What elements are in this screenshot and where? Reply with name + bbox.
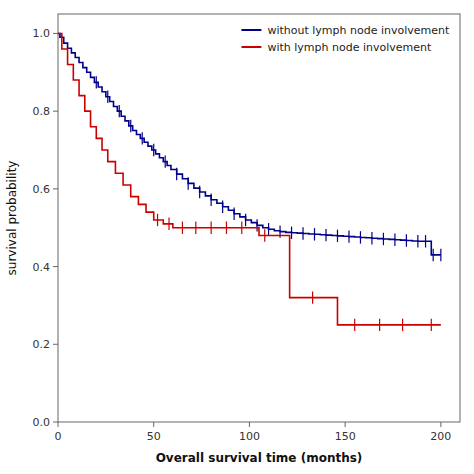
censor-mark [383, 233, 384, 245]
censor-mark [354, 319, 355, 331]
censor-mark [406, 234, 407, 246]
censor-mark [182, 221, 183, 233]
censor-mark [360, 231, 361, 243]
censor-mark [371, 232, 372, 244]
censor-mark [96, 76, 97, 88]
censor-mark [325, 229, 326, 241]
censor-mark [256, 219, 257, 231]
x-tick-label: 150 [335, 430, 356, 443]
censor-mark [195, 221, 196, 233]
censor-mark [157, 214, 158, 226]
survival-curve [58, 33, 441, 324]
censor-mark [425, 235, 426, 247]
y-tick-label: 0.2 [33, 338, 51, 351]
x-tick [58, 422, 59, 427]
censor-mark [119, 105, 120, 117]
censor-mark [291, 227, 292, 239]
censor-mark [314, 228, 315, 240]
y-tick-label: 0.8 [33, 105, 51, 118]
censor-mark [153, 144, 154, 156]
y-tick [53, 111, 58, 112]
x-tick-label: 0 [55, 430, 62, 443]
censor-mark [312, 291, 313, 303]
y-tick [53, 33, 58, 34]
survival-curve [58, 33, 441, 254]
censor-mark [199, 186, 200, 198]
censor-mark [337, 230, 338, 242]
censor-mark [431, 319, 432, 331]
plot-frame [58, 14, 460, 422]
x-tick [345, 422, 346, 427]
chart: 0 50 100 150 200 0.0 0.2 0.4 0.6 0.8 1.0 Overall su… [0, 0, 474, 474]
y-tick [53, 344, 58, 345]
censor-mark [107, 91, 108, 103]
x-tick-label: 200 [430, 430, 451, 443]
censor-mark [245, 214, 246, 226]
legend-item: without lymph node involvement [241, 24, 450, 37]
censor-mark [211, 221, 212, 233]
censor-mark [241, 221, 242, 233]
censor-mark [394, 234, 395, 246]
y-tick [53, 188, 58, 189]
x-tick [153, 422, 154, 427]
legend-label: without lymph node involvement [267, 24, 450, 37]
x-tick [440, 422, 441, 427]
plot-data [58, 33, 441, 331]
legend-swatch [241, 29, 261, 31]
censor-mark [440, 249, 441, 261]
y-tick-label: 0.4 [33, 261, 51, 274]
censor-mark [417, 235, 418, 247]
y-tick [53, 266, 58, 267]
y-tick-label: 1.0 [33, 27, 51, 40]
censor-mark [142, 132, 143, 144]
censor-mark [379, 319, 380, 331]
legend-label: with lymph node involvement [267, 41, 432, 54]
censor-mark [165, 155, 166, 167]
censor-mark [234, 208, 235, 220]
x-tick-label: 50 [147, 430, 161, 443]
censor-mark [188, 177, 189, 189]
censor-mark [433, 249, 434, 261]
censor-mark [302, 227, 303, 239]
y-tick-label: 0.0 [33, 416, 51, 429]
y-tick [53, 422, 58, 423]
censor-mark [268, 223, 269, 235]
censor-mark [176, 168, 177, 180]
censor-mark [402, 319, 403, 331]
censor-mark [130, 120, 131, 132]
censor-mark [211, 194, 212, 206]
x-axis-label: Overall survival time (months) [156, 451, 363, 465]
censor-mark [222, 201, 223, 213]
legend-item: with lymph node involvement [241, 41, 432, 54]
legend: without lymph node involvement with lymph… [241, 24, 450, 54]
censor-mark [168, 218, 169, 230]
y-tick-label: 0.6 [33, 183, 51, 196]
legend-swatch [241, 46, 261, 48]
x-tick [249, 422, 250, 427]
censor-mark [264, 229, 265, 241]
x-tick-label: 100 [239, 430, 260, 443]
y-axis-label: survival probability [5, 161, 19, 276]
censor-mark [226, 221, 227, 233]
censor-mark [348, 230, 349, 242]
